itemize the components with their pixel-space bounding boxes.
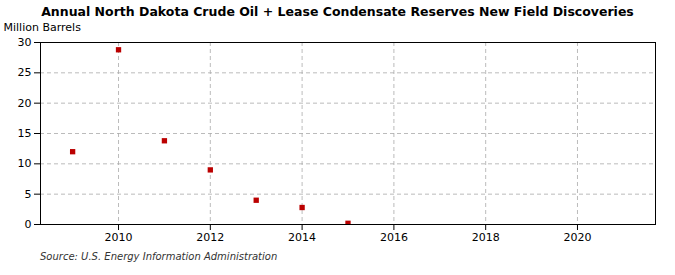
html-text:Source: U.S. Energy Informatio: Source: U.S. Energy Information Administ…	[40, 251, 278, 262]
svg-text:5: 5	[25, 188, 32, 201]
svg-text:2020: 2020	[563, 231, 591, 244]
svg-text:10: 10	[18, 157, 32, 170]
svg-text:2014: 2014	[288, 231, 316, 244]
svg-text:2012: 2012	[196, 231, 224, 244]
svg-text:2018: 2018	[472, 231, 500, 244]
svg-text:30: 30	[18, 36, 32, 49]
html-text:Annual North Dakota Crude Oil: Annual North Dakota Crude Oil + Lease Co…	[41, 4, 634, 19]
svg-text:2010: 2010	[105, 231, 133, 244]
svg-text:0: 0	[25, 218, 32, 231]
svg-text:20: 20	[18, 97, 32, 110]
svg-text:25: 25	[18, 66, 32, 79]
svg-text:15: 15	[18, 127, 32, 140]
svg-text:Million Barrels: Million Barrels	[4, 21, 82, 34]
svg-text:2016: 2016	[380, 231, 408, 244]
